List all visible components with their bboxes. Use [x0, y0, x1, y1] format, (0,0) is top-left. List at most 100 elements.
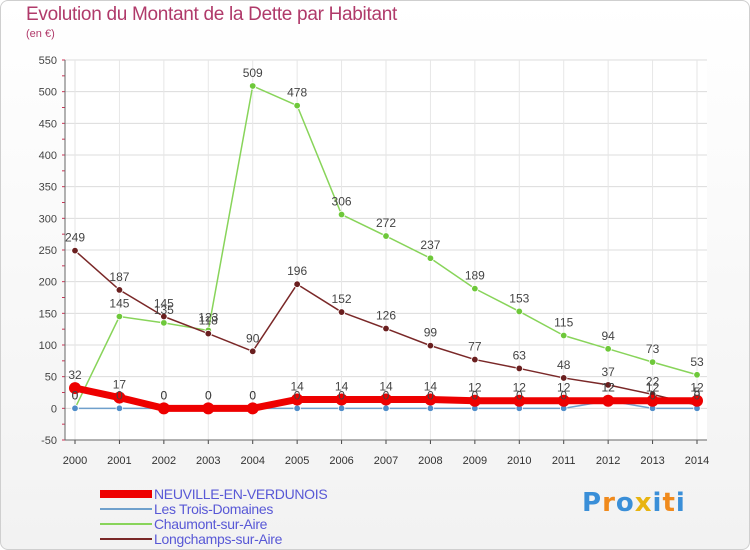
data-label: 63: [513, 348, 527, 362]
y-tick-label: 450: [39, 118, 57, 130]
x-tick-label: 2008: [418, 455, 442, 467]
data-point: [426, 341, 435, 350]
legend-item: NEUVILLE-EN-VERDUNOIS: [100, 486, 328, 502]
y-tick-label: 150: [39, 308, 57, 320]
data-point: [426, 254, 435, 262]
legend-label: Chaumont-sur-Aire: [154, 515, 268, 532]
x-tick-label: 2003: [196, 455, 220, 467]
data-label: 306: [332, 195, 352, 209]
data-label: 153: [509, 291, 529, 305]
logo-letter: x: [634, 488, 653, 518]
unit-label: (en €): [26, 28, 55, 40]
y-tick-label: -50: [41, 435, 57, 447]
x-tick-label: 2011: [552, 455, 576, 467]
data-point: [515, 307, 523, 316]
logo-letter: i: [675, 488, 686, 518]
data-label: 0: [205, 388, 212, 402]
data-point: [246, 402, 259, 415]
data-point: [471, 284, 479, 293]
y-tick-label: 300: [39, 213, 57, 225]
data-label: 12: [690, 381, 704, 395]
data-label: 0: [383, 388, 390, 402]
data-label: 478: [287, 86, 307, 100]
x-tick-label: 2007: [374, 455, 398, 467]
data-point: [249, 82, 257, 90]
data-label: 14: [290, 379, 304, 393]
data-label: 0: [161, 388, 168, 402]
data-point: [160, 319, 168, 327]
data-point: [424, 393, 437, 406]
data-label: 187: [109, 270, 129, 284]
y-tick-label: 400: [39, 150, 57, 162]
data-label: 189: [465, 269, 485, 283]
x-tick-label: 2001: [107, 455, 131, 467]
data-point: [693, 371, 701, 379]
data-label: 0: [472, 388, 479, 402]
data-point: [293, 101, 301, 110]
data-label: 0: [116, 388, 123, 402]
data-label: 48: [557, 358, 571, 372]
data-point: [426, 404, 435, 413]
data-label: 99: [424, 326, 438, 340]
data-label: 249: [65, 231, 85, 245]
proxiti-logo: Proxiti: [582, 488, 686, 518]
data-point: [115, 312, 124, 321]
legend: NEUVILLE-EN-VERDUNOIS Les Trois-Domaines…: [100, 486, 328, 547]
y-tick-label: 500: [39, 87, 57, 99]
data-label: 53: [690, 355, 704, 369]
legend-swatch: [100, 507, 152, 510]
logo-letter: t: [662, 488, 676, 518]
data-point: [291, 393, 304, 406]
data-point: [515, 364, 523, 373]
data-label: 0: [72, 388, 79, 402]
data-label: 12: [468, 381, 482, 395]
data-point: [560, 374, 568, 382]
y-tick-label: 350: [39, 182, 57, 194]
legend-swatch: [100, 537, 152, 540]
data-point: [557, 394, 570, 407]
data-point: [646, 394, 659, 407]
y-tick-label: 0: [51, 403, 57, 415]
data-label: 135: [154, 303, 174, 317]
data-point: [71, 404, 79, 413]
legend-swatch: [100, 489, 152, 498]
data-label: 0: [249, 388, 256, 402]
x-tick-label: 2010: [507, 455, 531, 467]
legend-item: Les Trois-Domaines: [100, 501, 327, 517]
data-label: 123: [198, 310, 218, 324]
chart-title: Evolution du Montant de la Dette par Hab…: [26, 4, 397, 25]
data-label: 118: [199, 314, 218, 328]
data-point: [160, 312, 168, 321]
data-label: 73: [646, 342, 660, 356]
data-point: [71, 246, 79, 255]
data-label: 152: [332, 292, 352, 306]
data-label: 272: [376, 216, 396, 230]
data-label: 32: [68, 368, 82, 382]
data-point: [293, 280, 301, 288]
legend-swatch: [100, 522, 152, 525]
x-tick-label: 2004: [240, 455, 264, 467]
data-point: [204, 329, 212, 338]
y-tick-label: 100: [39, 340, 57, 352]
x-tick-label: 2005: [285, 455, 309, 467]
data-label: 22: [646, 374, 660, 388]
data-point: [202, 402, 215, 415]
data-label: 12: [601, 381, 615, 395]
data-label: 115: [554, 316, 573, 330]
x-tick-label: 2002: [152, 455, 176, 467]
data-label: 196: [287, 264, 307, 278]
data-label: 0: [161, 388, 168, 402]
data-point: [382, 404, 390, 413]
data-point: [115, 404, 124, 413]
logo-letter: r: [602, 488, 616, 518]
data-point: [604, 381, 612, 389]
data-label: 90: [246, 331, 260, 345]
data-label: 0: [338, 388, 345, 402]
data-point: [602, 394, 615, 407]
x-tick-label: 2006: [329, 455, 353, 467]
data-point: [293, 404, 301, 413]
data-label: 37: [601, 365, 615, 379]
data-label: 14: [424, 379, 438, 393]
data-label: 12: [557, 381, 571, 395]
